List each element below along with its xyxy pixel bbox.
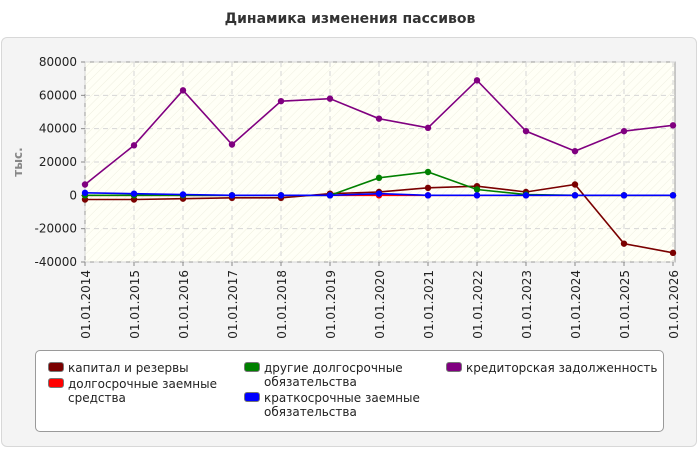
x-tick-label: 01.01.2023	[520, 270, 534, 339]
data-point	[375, 190, 383, 197]
data-point	[669, 122, 677, 129]
data-point	[375, 174, 383, 182]
x-tick-label: 01.01.2021	[422, 270, 436, 339]
legend: капитал и резервы долгосрочные заемные с…	[35, 350, 664, 432]
x-tick-label: 01.01.2022	[471, 270, 485, 339]
x-tick-label: 01.01.2024	[569, 270, 583, 339]
series-lines	[81, 77, 677, 257]
data-point	[620, 240, 628, 247]
data-point	[228, 192, 236, 199]
tick-labels: 800006000040000200000-20000-4000001.01.2…	[34, 55, 681, 339]
x-tick-label: 01.01.2016	[177, 270, 191, 339]
y-tick-label: 80000	[39, 55, 77, 69]
y-tick-label: 20000	[39, 155, 77, 169]
legend-item: капитал и резервы	[48, 361, 238, 375]
data-point	[473, 77, 481, 84]
legend-item: другие долгосрочные обязательства	[244, 361, 434, 389]
data-point	[277, 97, 285, 105]
data-point	[130, 190, 138, 197]
data-point	[669, 249, 677, 257]
x-tick-label: 01.01.2014	[79, 270, 93, 339]
data-point	[130, 142, 138, 149]
data-point	[81, 181, 89, 188]
data-point	[179, 191, 187, 198]
legend-swatch	[446, 362, 462, 372]
legend-item: краткосрочные заемные обязательства	[244, 391, 434, 419]
y-tick-label: 60000	[39, 88, 77, 102]
data-point	[228, 141, 236, 148]
chart-title: Динамика изменения пассивов	[224, 11, 476, 27]
x-tick-label: 01.01.2019	[324, 270, 338, 339]
data-point	[571, 181, 579, 188]
y-tick-label: 0	[69, 188, 77, 202]
legend-label: долгосрочные заемные средства	[68, 377, 217, 405]
legend-swatch	[48, 362, 64, 372]
legend-label: капитал и резервы	[68, 361, 189, 375]
data-point	[424, 168, 432, 176]
data-point	[473, 186, 481, 193]
x-tick-label: 01.01.2015	[128, 270, 142, 339]
data-point	[424, 184, 432, 192]
legend-label: кредиторская задолженность	[466, 361, 658, 375]
legend-label: краткосрочные заемные обязательства	[264, 391, 420, 419]
y-tick-label: -40000	[34, 255, 77, 269]
data-point	[473, 192, 481, 199]
data-point	[277, 192, 285, 199]
data-point	[571, 147, 579, 155]
data-point	[424, 124, 432, 132]
y-tick-label: -20000	[34, 222, 77, 236]
x-tick-label: 01.01.2025	[618, 270, 632, 339]
legend-item: кредиторская задолженность	[446, 361, 661, 375]
data-point	[620, 192, 628, 199]
data-point	[326, 192, 334, 199]
grid-lines	[84, 61, 675, 263]
legend-swatch	[48, 378, 64, 388]
data-point	[81, 189, 89, 197]
plot-area	[84, 61, 676, 263]
data-point	[620, 127, 628, 135]
y-tick-label: 40000	[39, 122, 77, 136]
data-point	[424, 192, 432, 199]
axes	[81, 61, 674, 266]
data-point	[375, 115, 383, 122]
x-tick-label: 01.01.2020	[373, 270, 387, 339]
data-point	[326, 95, 334, 102]
data-point	[522, 192, 530, 199]
data-point	[179, 87, 187, 94]
legend-label: другие долгосрочные обязательства	[264, 361, 403, 389]
y-axis-label: тыс.	[11, 147, 25, 176]
legend-swatch	[244, 362, 260, 372]
x-tick-label: 01.01.2026	[667, 270, 681, 339]
data-point	[522, 127, 530, 135]
x-tick-label: 01.01.2017	[226, 270, 240, 339]
legend-item: долгосрочные заемные средства	[48, 377, 248, 405]
data-point	[571, 192, 579, 199]
legend-swatch	[244, 392, 260, 402]
x-tick-label: 01.01.2018	[275, 270, 289, 339]
data-point	[669, 192, 677, 199]
